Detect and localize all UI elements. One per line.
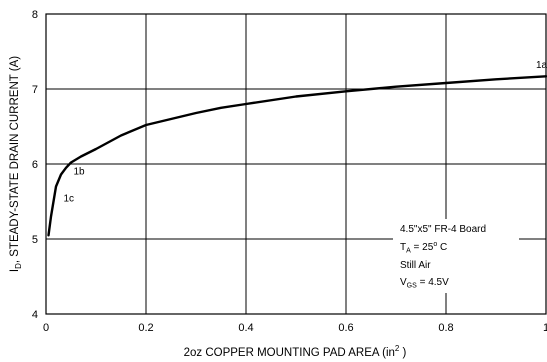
y-tick-label: 5: [32, 234, 38, 246]
y-tick-label: 8: [32, 9, 38, 21]
curve-annotation-label: 1a: [536, 60, 547, 71]
plot-frame: [45, 13, 547, 315]
y-tick-label: 4: [32, 309, 38, 321]
x-axis-label: 2oz COPPER MOUNTING PAD AREA (in2 ): [184, 344, 407, 359]
series-line: [47, 75, 547, 237]
condition-board: 4.5"x5" FR-4 Board: [400, 224, 486, 235]
condition-ta: TA = 25o C: [400, 241, 447, 255]
annotations: 1a 1b 1c: [64, 60, 547, 205]
condition-air: Still Air: [400, 260, 431, 271]
x-tick-label: 0.2: [138, 322, 153, 334]
y-tick-label: 6: [32, 159, 38, 171]
y-ticks: 4 5 6 7 8: [32, 9, 38, 321]
curve-annotation-label: 1b: [74, 167, 86, 178]
conditions-box: [393, 219, 519, 293]
x-ticks: 0 0.2 0.4 0.6 0.8 1: [43, 322, 547, 334]
y-axis-label: ID, STEADY-STATE DRAIN CURRENT (A): [9, 56, 23, 272]
x-tick-label: 0.4: [238, 322, 253, 334]
y-tick-label: 7: [32, 84, 38, 96]
x-tick-label: 0.8: [438, 322, 453, 334]
x-tick-label: 0: [43, 322, 49, 334]
condition-vgs: VGS = 4.5V: [400, 277, 449, 290]
x-tick-label: 0.6: [338, 322, 353, 334]
curve-annotation-label: 1c: [64, 194, 75, 205]
x-tick-label: 1: [543, 322, 547, 334]
